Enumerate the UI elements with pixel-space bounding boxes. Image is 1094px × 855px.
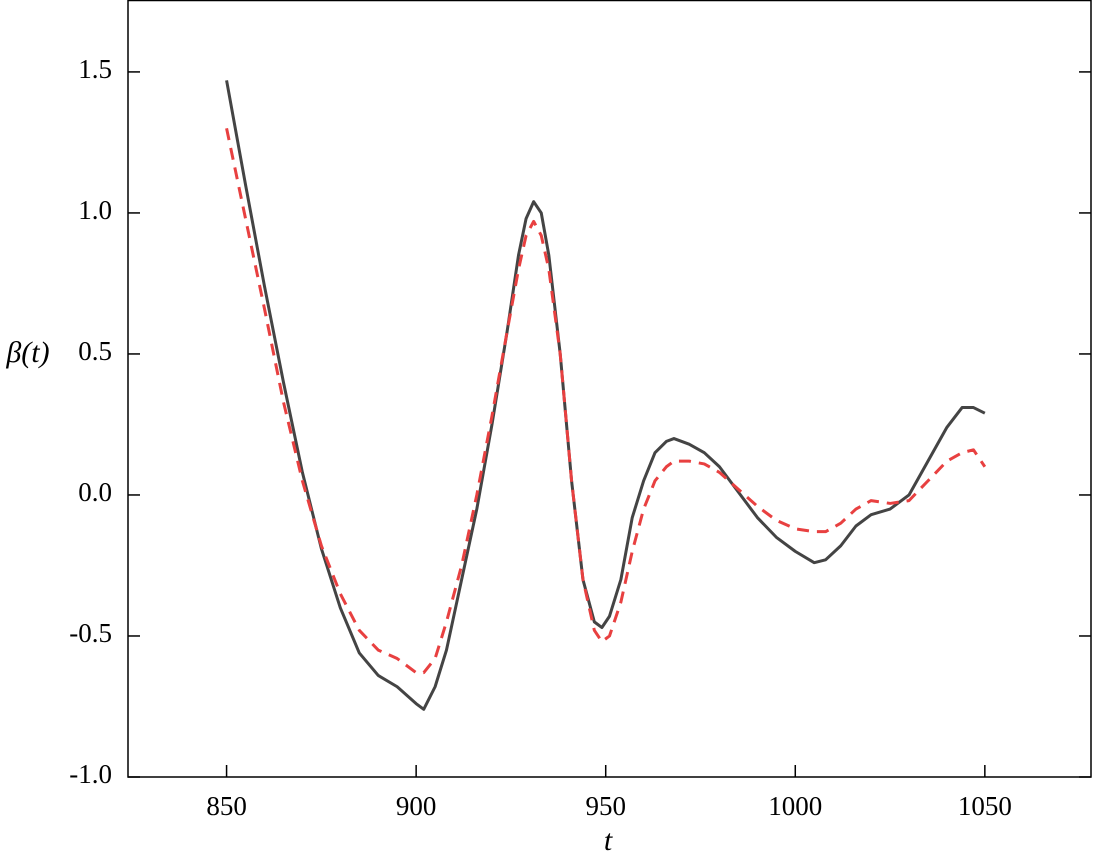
y-tick-label: -1.0 <box>69 759 112 789</box>
y-tick-label: 0.5 <box>78 336 112 366</box>
y-tick-label: 0.0 <box>78 477 112 507</box>
x-tick-label: 850 <box>206 791 247 821</box>
plot-frame <box>127 0 1092 778</box>
x-tick-label: 1000 <box>768 791 822 821</box>
x-tick-label: 900 <box>396 791 437 821</box>
y-tick-label: -0.5 <box>69 618 112 648</box>
x-tick-label: 1050 <box>958 791 1012 821</box>
data-line <box>225 128 987 675</box>
data-line <box>225 80 986 711</box>
y-tick-label: 1.0 <box>78 195 112 225</box>
x-axis-label: t <box>604 824 613 855</box>
x-tick-label: 950 <box>585 791 626 821</box>
y-tick-label: 1.5 <box>78 54 112 84</box>
y-axis-label: β(t) <box>5 336 49 369</box>
